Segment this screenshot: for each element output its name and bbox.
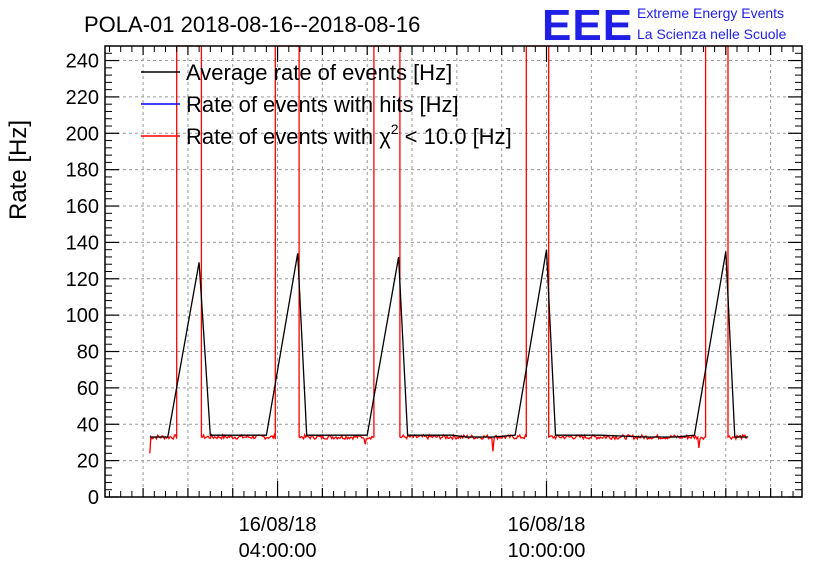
x-tick-label-time: 04:00:00: [239, 540, 317, 562]
legend-label-chi2: Rate of events with χ2 < 10.0 [Hz]: [186, 121, 512, 149]
y-tick-label: 40: [77, 414, 99, 436]
legend-chi2-sup: 2: [391, 121, 399, 137]
axes: 0 20 40 60 80 100 120 140 160 180 200 220 240 16/08/1…: [66, 46, 802, 562]
legend-label-average: Average rate of events [Hz]: [186, 60, 452, 85]
y-tick-label: 60: [77, 378, 99, 400]
logo-line2: La Scienza nelle Scuole: [637, 26, 787, 42]
legend-label-hits: Rate of events with hits [Hz]: [186, 92, 459, 117]
legend-chi2-main: Rate of events with χ: [186, 124, 391, 149]
logo-letters: EEE: [542, 1, 633, 50]
y-tick-label: 160: [66, 196, 99, 218]
y-tick-label: 20: [77, 451, 99, 473]
y-tick-label: 100: [66, 305, 99, 327]
legend-chi2-tail: < 10.0 [Hz]: [399, 124, 512, 149]
y-axis-title: Rate [Hz]: [5, 120, 32, 220]
y-tick-label: 180: [66, 160, 99, 182]
legend-entry-hits: Rate of events with hits [Hz]: [141, 92, 459, 117]
legend-entry-chi2: Rate of events with χ2 < 10.0 [Hz]: [141, 121, 512, 149]
y-tick-label: 200: [66, 123, 99, 145]
legend-entry-average: Average rate of events [Hz]: [141, 60, 452, 85]
legend: Average rate of events [Hz] Rate of even…: [141, 60, 512, 149]
y-tick-label: 140: [66, 232, 99, 254]
grid: [105, 46, 802, 497]
logo-line1: Extreme Energy Events: [637, 5, 784, 21]
series-layer: [149, 45, 749, 454]
y-tick-label: 240: [66, 51, 99, 73]
y-tick-label: 80: [77, 342, 99, 364]
series-average-line: [149, 249, 749, 438]
y-tick-label: 220: [66, 87, 99, 109]
y-tick-label: 120: [66, 269, 99, 291]
chart-title: POLA-01 2018-08-16--2018-08-16: [84, 12, 420, 37]
eee-logo: EEE Extreme Energy Events La Scienza nel…: [542, 1, 787, 50]
x-tick-label-time: 10:00:00: [508, 540, 586, 562]
y-tick-label: 0: [88, 487, 99, 509]
x-tick-label-date: 16/08/18: [508, 514, 586, 536]
x-tick-label-date: 16/08/18: [239, 514, 317, 536]
